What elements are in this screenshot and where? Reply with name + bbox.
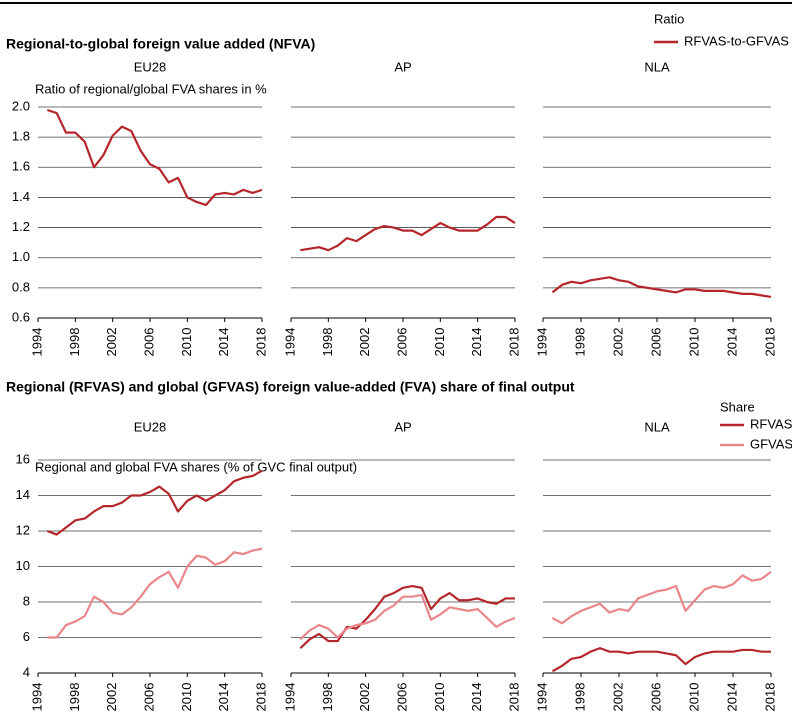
y-tick-label: 1.4	[12, 189, 30, 204]
x-tick-label: 2002	[104, 683, 119, 712]
y-tick-label: 14	[16, 487, 30, 502]
legend-title: Share	[720, 399, 755, 414]
panel-title: AP	[394, 419, 411, 434]
legend-label: GFVAS	[750, 436, 792, 451]
series-line	[46, 108, 263, 207]
x-tick-label: 1998	[572, 683, 587, 712]
section-title: Regional-to-global foreign value added (…	[6, 36, 315, 52]
legend-label: RFVAS-to-GFVAS	[684, 33, 789, 48]
series-line	[300, 215, 516, 252]
x-tick-label: 2014	[469, 683, 484, 712]
x-tick-label: 1994	[29, 328, 44, 357]
x-tick-label: 2002	[357, 683, 372, 712]
x-tick-label: 2014	[724, 683, 739, 712]
x-tick-label: 2006	[648, 683, 663, 712]
legend-title: Ratio	[654, 11, 684, 26]
x-tick-label: 2018	[506, 328, 521, 357]
panel-title: NLA	[644, 59, 670, 74]
x-tick-label: 2010	[686, 683, 701, 712]
x-tick-label: 2014	[724, 328, 739, 357]
series-line	[46, 469, 263, 536]
y-tick-label: 1.0	[12, 249, 30, 264]
y-tick-label: 0.6	[12, 309, 30, 324]
y-tick-label: 0.8	[12, 279, 30, 294]
x-tick-label: 1998	[320, 683, 335, 712]
x-tick-label: 2018	[253, 328, 268, 357]
x-tick-label: 2010	[432, 683, 447, 712]
x-tick-label: 2010	[179, 328, 194, 357]
y-tick-label: 1.8	[12, 129, 30, 144]
x-tick-label: 2002	[357, 328, 372, 357]
series-line	[551, 570, 772, 625]
x-tick-label: 2010	[432, 328, 447, 357]
section-title: Regional (RFVAS) and global (GFVAS) fore…	[6, 379, 575, 395]
y-tick-label: 12	[16, 522, 30, 537]
x-tick-label: 1994	[534, 683, 549, 712]
x-tick-label: 2010	[686, 328, 701, 357]
x-tick-label: 1998	[572, 328, 587, 357]
x-tick-label: 2002	[610, 328, 625, 357]
y-axis-label: Regional and global FVA shares (% of GVC…	[35, 459, 357, 474]
panel-title: NLA	[644, 419, 670, 434]
y-axis-label: Ratio of regional/global FVA shares in %	[35, 81, 267, 96]
y-tick-label: 6	[23, 629, 30, 644]
series-line	[551, 276, 772, 298]
x-tick-label: 1998	[320, 328, 335, 357]
x-tick-label: 1994	[29, 683, 44, 712]
y-tick-label: 8	[23, 593, 30, 608]
legend-label: RFVAS	[750, 416, 792, 431]
y-tick-label: 1.2	[12, 219, 30, 234]
x-tick-label: 1998	[67, 328, 82, 357]
y-tick-label: 2.0	[12, 98, 30, 113]
x-tick-label: 2014	[469, 328, 484, 357]
x-tick-label: 2006	[141, 683, 156, 712]
y-tick-label: 4	[23, 664, 30, 679]
x-tick-label: 2002	[104, 328, 119, 357]
x-tick-label: 2010	[179, 683, 194, 712]
y-tick-label: 1.6	[12, 159, 30, 174]
x-tick-label: 1998	[67, 683, 82, 712]
y-tick-label: 10	[16, 558, 30, 573]
panel-title: AP	[394, 59, 411, 74]
x-tick-label: 2018	[762, 328, 777, 357]
x-tick-label: 2018	[762, 683, 777, 712]
x-tick-label: 2018	[506, 683, 521, 712]
x-tick-label: 2014	[216, 328, 231, 357]
x-tick-label: 2018	[253, 683, 268, 712]
series-line	[551, 647, 771, 673]
x-tick-label: 2006	[394, 328, 409, 357]
series-line	[299, 593, 516, 641]
x-tick-label: 1994	[282, 328, 297, 357]
panel-title: EU28	[134, 419, 167, 434]
x-tick-label: 2014	[216, 683, 231, 712]
x-tick-label: 2006	[648, 328, 663, 357]
x-tick-label: 1994	[282, 683, 297, 712]
x-tick-label: 2006	[141, 328, 156, 357]
x-tick-label: 2006	[394, 683, 409, 712]
x-tick-label: 2002	[610, 683, 625, 712]
x-tick-label: 1994	[534, 328, 549, 357]
y-tick-label: 16	[16, 451, 30, 466]
series-line	[299, 584, 515, 649]
series-line	[47, 547, 263, 639]
panel-title: EU28	[134, 59, 167, 74]
